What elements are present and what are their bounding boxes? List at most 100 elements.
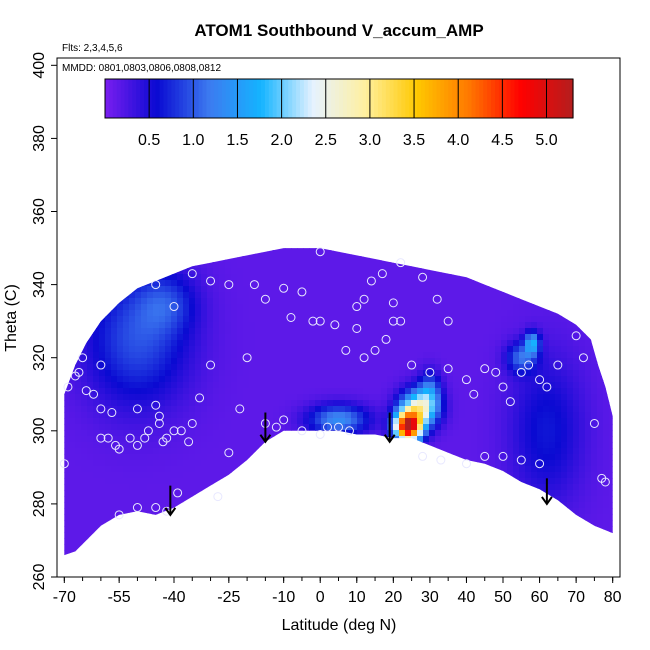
heatmap-cell: [64, 370, 70, 377]
heatmap-cell: [105, 370, 112, 377]
heatmap-cell: [291, 124, 298, 131]
heatmap-cell: [273, 238, 280, 245]
heatmap-cell: [573, 160, 580, 167]
heatmap-cell: [429, 364, 436, 371]
heatmap-cell: [309, 310, 316, 317]
heatmap-cell: [249, 364, 256, 371]
heatmap-cell: [525, 346, 532, 353]
heatmap-cell: [105, 190, 112, 197]
heatmap-cell: [105, 346, 112, 353]
heatmap-cell: [375, 154, 382, 161]
heatmap-cell: [441, 202, 448, 209]
heatmap-cell: [123, 214, 130, 221]
heatmap-cell: [213, 262, 220, 269]
heatmap-cell: [267, 248, 274, 251]
heatmap-cell: [429, 352, 436, 359]
heatmap-cell: [609, 232, 616, 239]
heatmap-cell: [327, 328, 334, 335]
heatmap-cell: [357, 58, 364, 65]
heatmap-cell: [327, 178, 334, 185]
heatmap-cell: [351, 154, 358, 161]
heatmap-cell: [189, 202, 196, 209]
heatmap-cell: [141, 256, 148, 263]
heatmap-cell: [63, 76, 70, 83]
heatmap-cell: [87, 292, 94, 299]
heatmap-cell: [141, 196, 148, 203]
heatmap-cell: [87, 106, 94, 113]
heatmap-cell: [255, 304, 262, 311]
heatmap-cell: [453, 166, 460, 173]
heatmap-cell: [321, 280, 328, 287]
heatmap-cell: [453, 292, 460, 299]
heatmap-cell: [81, 376, 88, 383]
heatmap-cell: [489, 202, 496, 209]
heatmap-cell: [477, 220, 484, 227]
heatmap-cell: [219, 154, 226, 161]
heatmap-cell: [99, 280, 106, 287]
heatmap-cell: [309, 248, 316, 251]
heatmap-cell: [585, 184, 592, 191]
heatmap-cell: [141, 184, 148, 191]
heatmap-cell: [225, 310, 232, 317]
heatmap-cell: [321, 248, 328, 251]
heatmap-cell: [585, 106, 592, 113]
heatmap-cell: [363, 370, 370, 377]
heatmap-cell: [429, 166, 436, 173]
heatmap-cell: [465, 58, 472, 65]
heatmap-cell: [507, 250, 514, 257]
heatmap-cell: [57, 184, 64, 191]
heatmap-cell: [117, 262, 124, 269]
heatmap-cell: [435, 316, 442, 323]
heatmap-cell: [465, 274, 472, 281]
heatmap-cell: [255, 220, 262, 227]
heatmap-cell: [315, 256, 322, 263]
heatmap-cell: [135, 196, 142, 203]
heatmap-cell: [561, 262, 568, 269]
heatmap-cell: [171, 118, 178, 125]
heatmap-cell: [339, 226, 346, 233]
heatmap-cell: [501, 364, 508, 371]
heatmap-cell: [561, 64, 568, 71]
heatmap-cell: [213, 214, 220, 221]
heatmap-cell: [519, 58, 526, 65]
heatmap-cell: [525, 70, 532, 77]
heatmap-cell: [69, 316, 76, 323]
heatmap-cell: [57, 160, 64, 167]
heatmap-cell: [63, 130, 70, 137]
heatmap-cell: [555, 352, 562, 359]
heatmap-cell: [537, 334, 544, 341]
heatmap-cell: [339, 154, 346, 161]
heatmap-cell: [561, 124, 568, 131]
heatmap-cell: [501, 340, 508, 347]
heatmap-cell: [105, 184, 112, 191]
heatmap-cell: [213, 190, 220, 197]
heatmap-cell: [75, 178, 82, 185]
heatmap-cell: [579, 232, 586, 239]
heatmap-cell: [285, 64, 292, 71]
heatmap-cell: [597, 100, 604, 107]
heatmap-cell: [153, 160, 160, 167]
heatmap-cell: [459, 118, 466, 125]
heatmap-cell: [93, 238, 100, 245]
heatmap-cell: [369, 298, 376, 305]
heatmap-cell: [99, 364, 106, 371]
heatmap-cell: [69, 232, 76, 239]
heatmap-cell: [603, 190, 610, 197]
heatmap-cell: [153, 248, 160, 251]
heatmap-cell: [69, 340, 76, 347]
heatmap-cell: [195, 358, 202, 365]
heatmap-cell: [153, 340, 160, 347]
heatmap-cell: [615, 142, 622, 149]
heatmap-cell: [231, 58, 238, 65]
heatmap-cell: [525, 352, 532, 359]
heatmap-cell: [237, 334, 244, 341]
heatmap-cell: [531, 238, 538, 245]
heatmap-cell: [579, 248, 586, 251]
heatmap-cell: [177, 220, 184, 227]
heatmap-cell: [189, 178, 196, 185]
heatmap-cell: [225, 178, 232, 185]
heatmap-cell: [429, 340, 436, 347]
heatmap-cell: [393, 154, 400, 161]
heatmap-cell: [591, 220, 598, 227]
heatmap-cell: [147, 304, 154, 311]
